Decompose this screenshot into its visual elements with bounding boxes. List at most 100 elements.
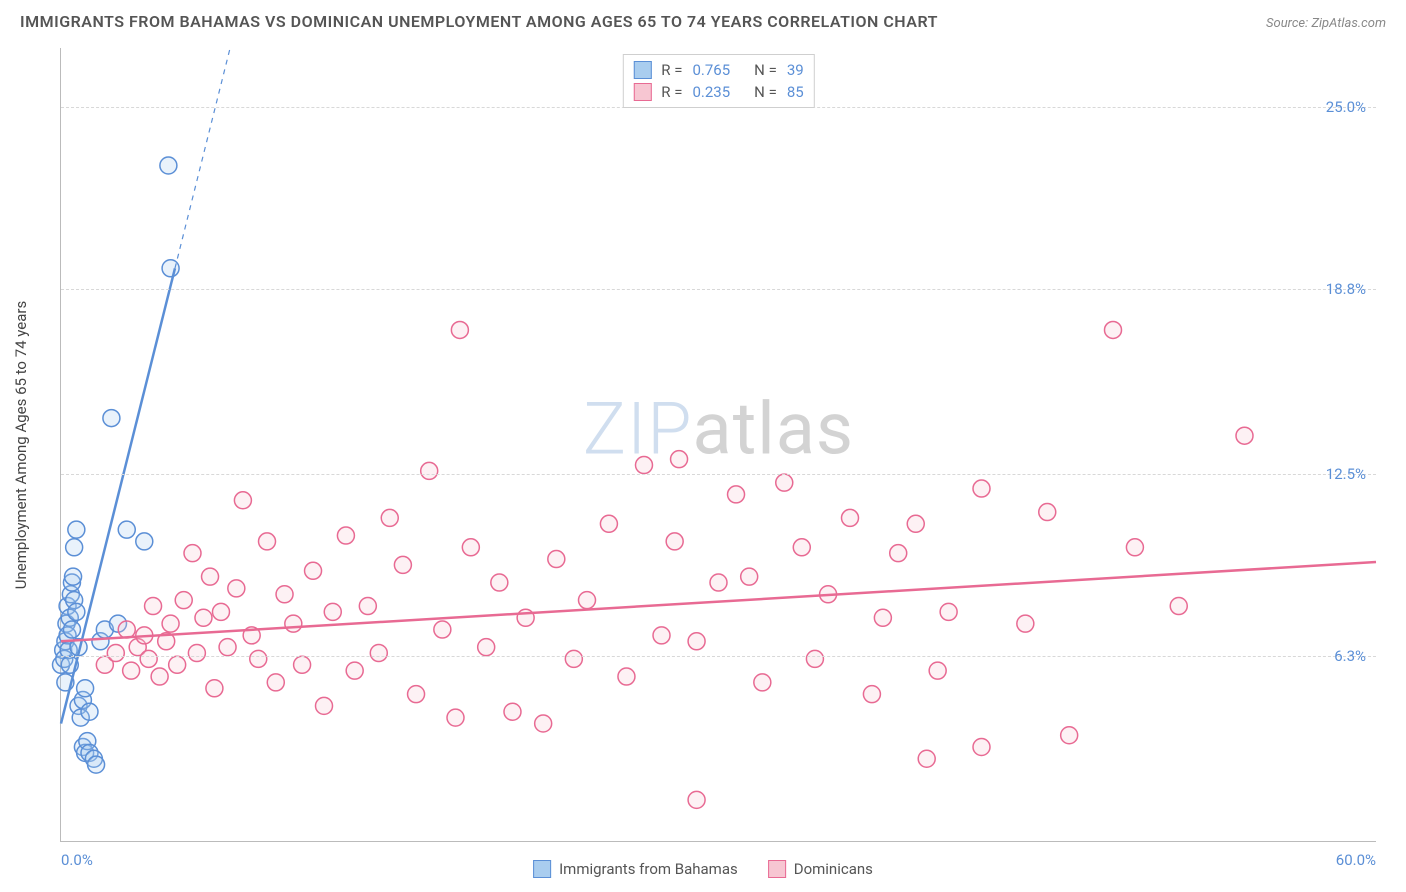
data-point <box>1126 539 1143 556</box>
data-point <box>81 703 98 720</box>
data-point <box>162 615 179 632</box>
data-point <box>250 650 267 667</box>
data-point <box>285 615 302 632</box>
legend-row: R = 0.235N = 85 <box>633 81 803 103</box>
legend-swatch <box>633 61 651 79</box>
y-tick-label: 6.3% <box>1334 647 1366 665</box>
data-point <box>793 539 810 556</box>
data-point <box>162 260 179 277</box>
data-point <box>728 486 745 503</box>
data-point <box>68 603 85 620</box>
data-point <box>370 645 387 662</box>
data-point <box>305 562 322 579</box>
data-point <box>776 474 793 491</box>
legend-series: Immigrants from BahamasDominicans <box>533 860 873 878</box>
data-point <box>145 598 162 615</box>
data-point <box>890 545 907 562</box>
data-point <box>202 568 219 585</box>
data-point <box>359 598 376 615</box>
data-point <box>940 603 957 620</box>
data-point <box>671 451 688 468</box>
data-point <box>973 480 990 497</box>
source-attribution: Source: ZipAtlas.com <box>1266 16 1386 31</box>
legend-row: R = 0.765N = 39 <box>633 59 803 81</box>
data-point <box>324 603 341 620</box>
data-point <box>741 568 758 585</box>
data-point <box>918 750 935 767</box>
data-point <box>219 639 236 656</box>
data-point <box>408 686 425 703</box>
data-point <box>535 715 552 732</box>
data-point <box>151 668 168 685</box>
chart-title: IMMIGRANTS FROM BAHAMAS VS DOMINICAN UNE… <box>20 12 938 31</box>
data-point <box>103 410 120 427</box>
data-point <box>394 556 411 573</box>
legend-swatch <box>633 83 651 101</box>
y-axis-label: Unemployment Among Ages 65 to 74 years <box>12 300 30 588</box>
y-tick-label: 25.0% <box>1326 98 1366 116</box>
data-point <box>907 515 924 532</box>
data-point <box>77 680 94 697</box>
data-point <box>1170 598 1187 615</box>
scatter-svg <box>61 48 1376 841</box>
data-point <box>548 551 565 568</box>
gridline <box>61 474 1376 475</box>
data-point <box>618 668 635 685</box>
data-point <box>337 527 354 544</box>
data-point <box>451 321 468 338</box>
data-point <box>195 609 212 626</box>
trend-line-extension <box>175 48 230 268</box>
data-point <box>160 157 177 174</box>
data-point <box>710 574 727 591</box>
data-point <box>66 539 83 556</box>
data-point <box>63 621 80 638</box>
data-point <box>267 674 284 691</box>
legend-swatch <box>533 860 551 878</box>
data-point <box>259 533 276 550</box>
data-point <box>863 686 880 703</box>
plot-area: Unemployment Among Ages 65 to 74 years 0… <box>60 48 1376 842</box>
data-point <box>88 756 105 773</box>
data-point <box>175 592 192 609</box>
data-point <box>565 650 582 667</box>
x-axis-max-label: 60.0% <box>1336 851 1376 869</box>
data-point <box>1236 427 1253 444</box>
data-point <box>653 627 670 644</box>
data-point <box>874 609 891 626</box>
data-point <box>346 662 363 679</box>
data-point <box>1017 615 1034 632</box>
data-point <box>1105 321 1122 338</box>
legend-correlation: R = 0.765N = 39R = 0.235N = 85 <box>622 54 814 108</box>
x-axis-min-label: 0.0% <box>61 851 93 869</box>
data-point <box>929 662 946 679</box>
data-point <box>600 515 617 532</box>
data-point <box>754 674 771 691</box>
data-point <box>421 462 438 479</box>
data-point <box>504 703 521 720</box>
data-point <box>169 656 186 673</box>
data-point <box>635 457 652 474</box>
data-point <box>316 697 333 714</box>
data-point <box>107 645 124 662</box>
data-point <box>491 574 508 591</box>
data-point <box>65 568 82 585</box>
y-tick-label: 18.8% <box>1326 280 1366 298</box>
data-point <box>276 586 293 603</box>
data-point <box>118 521 135 538</box>
data-point <box>184 545 201 562</box>
data-point <box>1061 727 1078 744</box>
data-point <box>688 633 705 650</box>
legend-item: Immigrants from Bahamas <box>533 860 738 878</box>
data-point <box>212 603 229 620</box>
gridline <box>61 656 1376 657</box>
data-point <box>188 645 205 662</box>
data-point <box>228 580 245 597</box>
data-point <box>447 709 464 726</box>
data-point <box>666 533 683 550</box>
data-point <box>118 621 135 638</box>
data-point <box>136 533 153 550</box>
data-point <box>381 509 398 526</box>
data-point <box>140 650 157 667</box>
data-point <box>478 639 495 656</box>
data-point <box>68 521 85 538</box>
